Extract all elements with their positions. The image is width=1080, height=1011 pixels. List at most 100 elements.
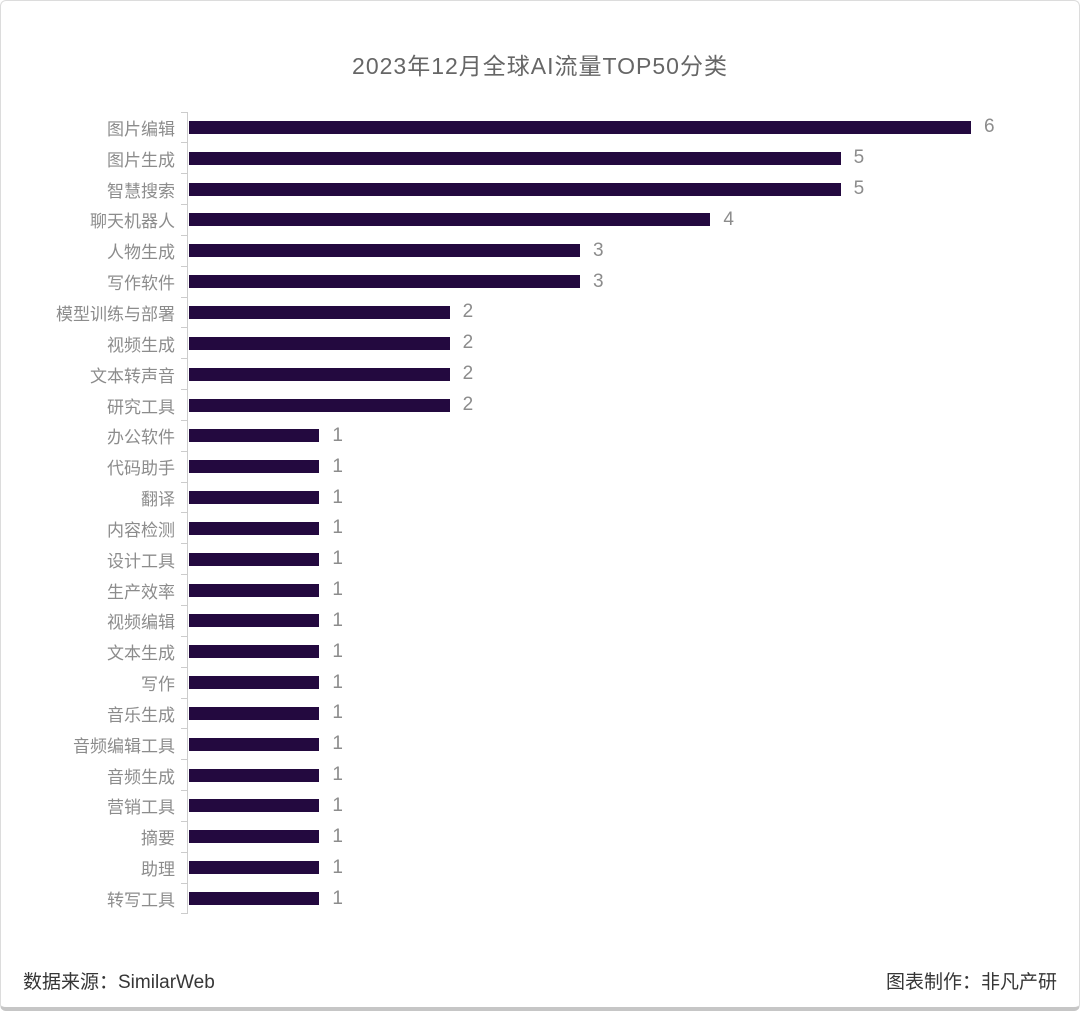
bar-track: 1 [181, 605, 1079, 637]
bar [189, 460, 320, 474]
bar-row: 生产效率 1 [1, 574, 1079, 606]
bar-track: 1 [181, 635, 1079, 668]
category-label: 营销工具 [107, 798, 175, 818]
data-source-label: 数据来源：SimilarWeb [23, 972, 215, 993]
value-label: 1 [332, 548, 343, 570]
bar [189, 830, 320, 844]
value-label: 3 [592, 239, 604, 261]
category-label: 翻译 [141, 490, 175, 510]
bar [189, 182, 841, 196]
bar [189, 275, 580, 289]
bar-row: 视频生成 2 [1, 327, 1079, 359]
bar-row: 模型训练与部署 2 [1, 296, 1079, 328]
bar-row: 写作软件 3 [1, 265, 1079, 298]
category-label: 图片编辑 [107, 119, 175, 139]
bar-row: 代码助手 1 [1, 450, 1079, 483]
value-label: 1 [332, 702, 343, 724]
category-label: 摘要 [141, 829, 175, 849]
value-label: 5 [853, 147, 865, 169]
bar-track: 1 [181, 851, 1079, 884]
category-label: 办公软件 [107, 428, 175, 448]
bar [189, 120, 971, 134]
value-label: 6 [983, 116, 995, 138]
category-label: 代码助手 [107, 459, 175, 479]
bar [189, 367, 450, 381]
value-label: 1 [332, 609, 343, 631]
category-label: 写作软件 [107, 274, 175, 294]
value-label: 1 [332, 579, 343, 601]
category-label: 转写工具 [107, 891, 175, 911]
bar-row: 音频生成 1 [1, 759, 1079, 791]
bar-track: 1 [181, 882, 1079, 914]
bar [189, 491, 320, 505]
bar-row: 智慧搜索 5 [1, 173, 1079, 205]
category-label: 模型训练与部署 [56, 304, 175, 324]
bar-track: 2 [181, 327, 1079, 359]
category-label: 音频编辑工具 [73, 736, 175, 756]
bar-row: 翻译 1 [1, 481, 1079, 513]
bar-track: 1 [181, 512, 1079, 544]
bar [189, 768, 320, 782]
category-label: 聊天机器人 [90, 212, 175, 232]
value-label: 1 [332, 794, 343, 816]
bar [189, 861, 320, 875]
bar-row: 音频编辑工具 1 [1, 728, 1079, 760]
bar [189, 645, 320, 659]
footer: 数据来源：SimilarWeb 图表制作：非凡产研 [1, 967, 1079, 994]
bar-track: 5 [181, 173, 1079, 205]
bar [189, 213, 711, 227]
bar-row: 内容检测 1 [1, 512, 1079, 544]
bar-row: 文本转声音 2 [1, 358, 1079, 390]
bar-track: 2 [181, 389, 1079, 421]
category-label: 写作 [141, 675, 175, 695]
bar-row: 转写工具 1 [1, 882, 1079, 914]
bar-track: 6 [181, 111, 1079, 143]
bar [189, 552, 320, 566]
bar-track: 1 [181, 697, 1079, 729]
bar [189, 305, 450, 319]
bar [189, 244, 580, 258]
bar-chart: 图片编辑 6 图片生成 5 智慧搜索 5 聊天机器人 [1, 111, 1079, 915]
value-label: 1 [332, 424, 343, 446]
bar [189, 706, 320, 720]
bar [189, 892, 320, 906]
bar-track: 1 [181, 543, 1079, 575]
bar-track: 2 [181, 358, 1079, 390]
bar [189, 398, 450, 412]
category-label: 文本转声音 [90, 366, 175, 386]
value-label: 5 [853, 178, 865, 200]
bar-row: 图片生成 5 [1, 142, 1079, 174]
category-label: 助理 [141, 860, 175, 880]
bar [189, 429, 320, 443]
value-label: 1 [332, 825, 343, 847]
category-label: 生产效率 [107, 582, 175, 602]
bar-row: 图片编辑 6 [1, 111, 1079, 143]
bar [189, 676, 320, 690]
bar-track: 1 [181, 728, 1079, 760]
bar [189, 737, 320, 751]
bar-row: 助理 1 [1, 851, 1079, 884]
value-label: 1 [332, 455, 343, 477]
value-label: 2 [462, 301, 474, 323]
value-label: 1 [332, 887, 343, 909]
bar-track: 1 [181, 481, 1079, 513]
bar-track: 1 [181, 419, 1079, 452]
category-label: 音频生成 [107, 767, 175, 787]
bar [189, 336, 450, 350]
bar-row: 视频编辑 1 [1, 605, 1079, 637]
bar-track: 3 [181, 234, 1079, 267]
value-label: 2 [462, 363, 474, 385]
bar-row: 营销工具 1 [1, 790, 1079, 822]
bar-track: 3 [181, 265, 1079, 298]
bar-track: 1 [181, 790, 1079, 822]
value-label: 1 [332, 733, 343, 755]
value-label: 1 [332, 671, 343, 693]
category-label: 智慧搜索 [107, 181, 175, 201]
bar-track: 1 [181, 666, 1079, 699]
category-label: 研究工具 [107, 397, 175, 417]
bar-row: 人物生成 3 [1, 234, 1079, 267]
bar [189, 799, 320, 813]
category-label: 图片生成 [107, 150, 175, 170]
bar-track: 2 [181, 296, 1079, 328]
